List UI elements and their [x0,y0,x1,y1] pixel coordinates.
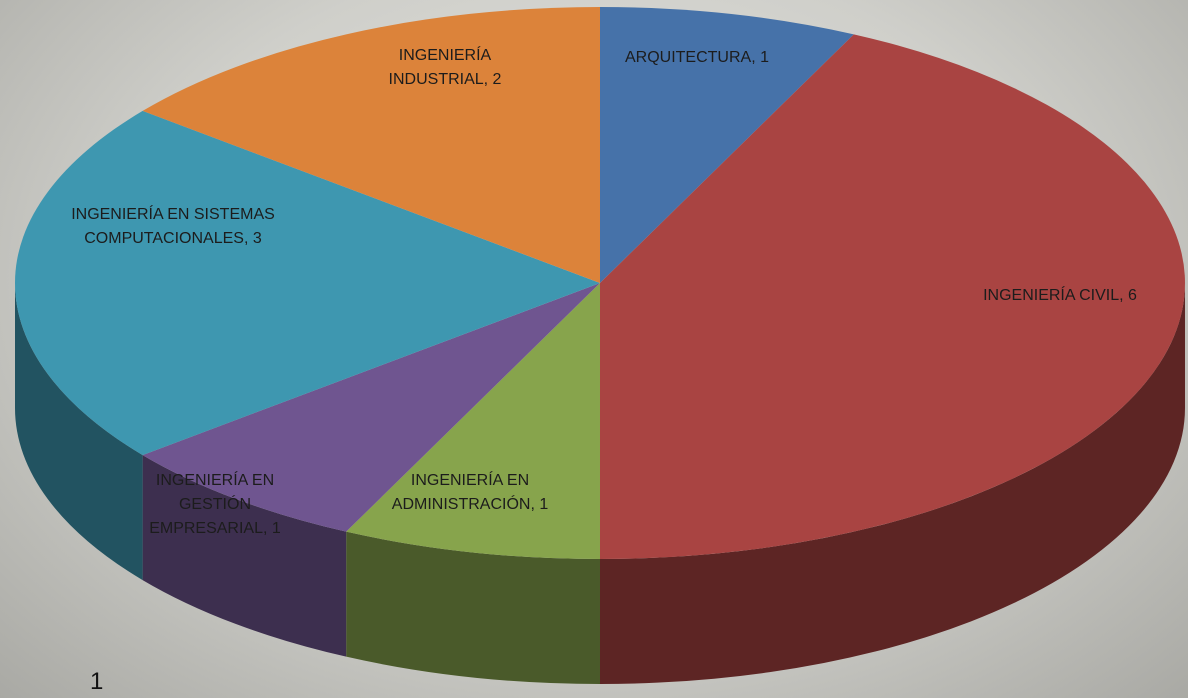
data-label: INGENIERÍA EN GESTIÓN EMPRESARIAL, 1 [149,472,281,537]
data-label: INGENIERÍA EN SISTEMAS COMPUTACIONALES, … [71,206,275,247]
slice [142,283,600,532]
slice-side [346,531,600,684]
slice [600,7,854,283]
data-label: INGENIERÍA EN ADMINISTRACIÓN, 1 [391,472,549,513]
slice-side [15,283,143,581]
slice [600,34,1185,560]
slice-side [142,455,347,657]
slice [346,283,600,559]
slice [142,7,600,283]
data-label: ARQUITECTURA, 1 [624,49,769,66]
slice-side [600,283,1185,684]
slice [14,110,600,456]
data-label: INGENIERÍA CIVIL, 6 [983,287,1137,304]
data-label: INGENIERÍA INDUSTRIAL, 2 [388,47,502,88]
page-number: 1 [90,668,104,695]
